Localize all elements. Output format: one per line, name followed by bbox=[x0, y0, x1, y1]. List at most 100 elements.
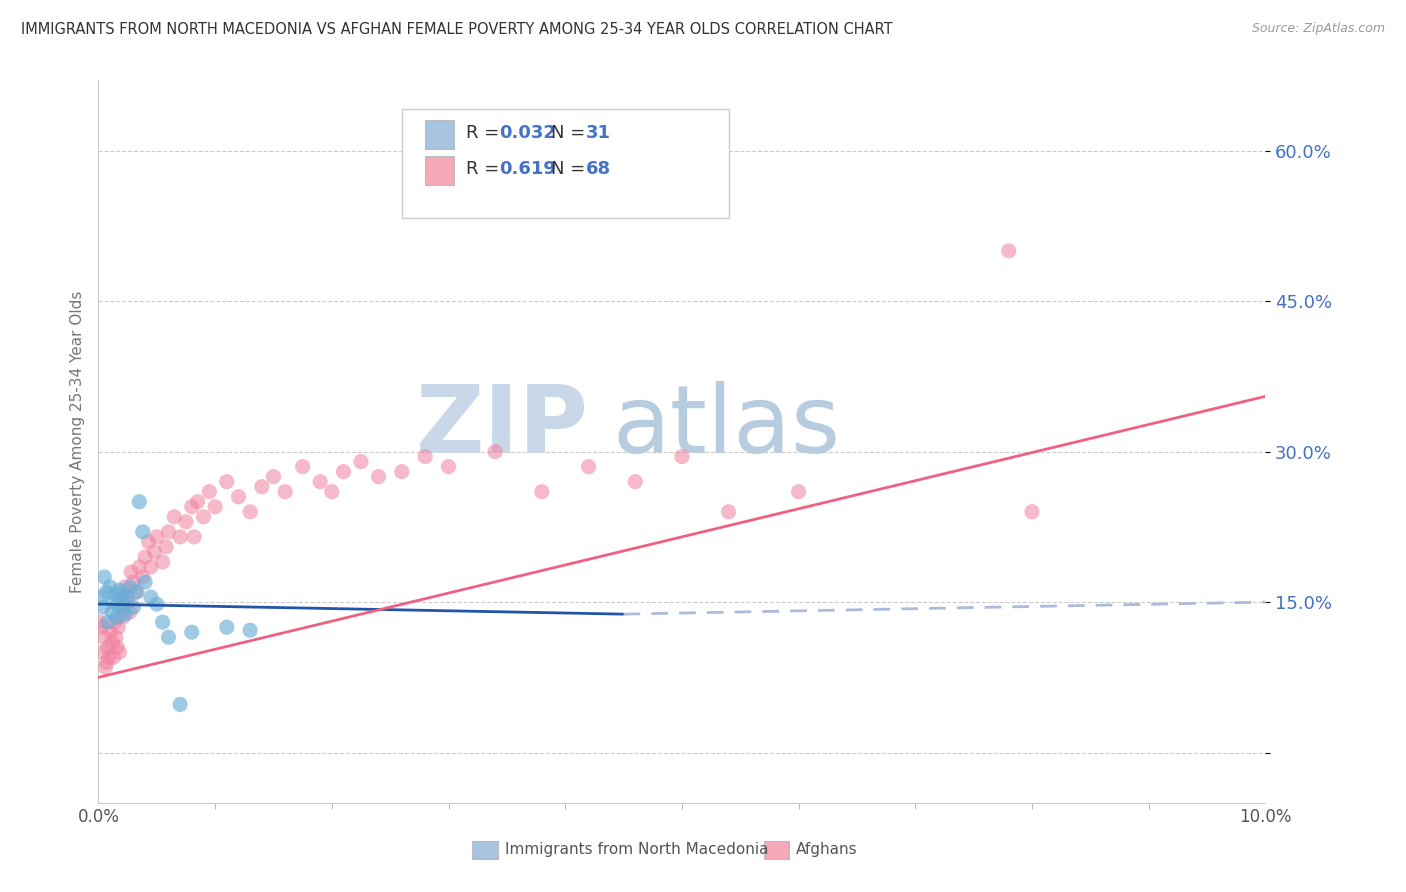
Point bbox=[111, 587, 134, 601]
Point bbox=[91, 600, 114, 615]
Point bbox=[180, 500, 202, 514]
Point bbox=[107, 620, 129, 634]
Point bbox=[180, 625, 202, 640]
Point bbox=[96, 655, 118, 669]
Text: IMMIGRANTS FROM NORTH MACEDONIA VS AFGHAN FEMALE POVERTY AMONG 25-34 YEAR OLDS C: IMMIGRANTS FROM NORTH MACEDONIA VS AFGHA… bbox=[21, 22, 893, 37]
Point bbox=[157, 524, 180, 539]
Point bbox=[107, 597, 129, 611]
Point bbox=[105, 640, 128, 655]
Point bbox=[105, 610, 128, 624]
Text: R =: R = bbox=[465, 161, 505, 178]
Point bbox=[134, 549, 156, 564]
Point bbox=[350, 455, 373, 469]
Point bbox=[163, 509, 186, 524]
Point bbox=[169, 530, 191, 544]
FancyBboxPatch shape bbox=[763, 841, 789, 859]
Point bbox=[93, 570, 115, 584]
Point bbox=[274, 484, 297, 499]
Text: 0.032: 0.032 bbox=[499, 124, 555, 142]
Point bbox=[146, 530, 169, 544]
Point bbox=[98, 625, 121, 640]
Point bbox=[139, 560, 162, 574]
Point bbox=[114, 580, 136, 594]
Point bbox=[198, 484, 221, 499]
Point bbox=[90, 620, 112, 634]
Point bbox=[146, 597, 169, 611]
Point bbox=[128, 494, 150, 508]
Point bbox=[155, 540, 177, 554]
Point bbox=[204, 500, 226, 514]
Text: 0.619: 0.619 bbox=[499, 161, 555, 178]
Text: Afghans: Afghans bbox=[796, 842, 858, 857]
Text: atlas: atlas bbox=[612, 381, 841, 473]
Point bbox=[413, 450, 436, 464]
Point bbox=[125, 585, 148, 599]
Point bbox=[117, 590, 139, 604]
Point bbox=[101, 635, 124, 649]
Point bbox=[624, 475, 647, 489]
Point bbox=[93, 630, 115, 644]
Point bbox=[94, 660, 117, 674]
Point bbox=[96, 585, 118, 599]
Point bbox=[309, 475, 332, 489]
Text: N =: N = bbox=[551, 161, 591, 178]
Point bbox=[97, 640, 120, 655]
Point bbox=[114, 607, 136, 622]
Point bbox=[97, 650, 120, 665]
Point bbox=[97, 615, 120, 630]
Point bbox=[134, 575, 156, 590]
Point bbox=[125, 585, 148, 599]
Point bbox=[215, 620, 238, 634]
FancyBboxPatch shape bbox=[472, 841, 498, 859]
Point bbox=[143, 545, 166, 559]
Point bbox=[239, 623, 262, 637]
Point bbox=[111, 593, 134, 607]
Point bbox=[671, 450, 693, 464]
Point bbox=[367, 469, 389, 483]
Text: ZIP: ZIP bbox=[416, 381, 589, 473]
Text: 68: 68 bbox=[586, 161, 612, 178]
Point bbox=[128, 560, 150, 574]
FancyBboxPatch shape bbox=[425, 120, 454, 149]
Point bbox=[239, 505, 262, 519]
Point bbox=[111, 610, 134, 624]
Point bbox=[437, 459, 460, 474]
Point bbox=[1021, 505, 1043, 519]
Point bbox=[111, 600, 134, 615]
Point bbox=[152, 555, 174, 569]
Point bbox=[187, 494, 209, 508]
Point bbox=[138, 535, 160, 549]
Point bbox=[104, 587, 127, 601]
Point bbox=[89, 615, 111, 630]
Point bbox=[183, 530, 205, 544]
Point bbox=[108, 645, 131, 659]
Point bbox=[103, 650, 125, 665]
Point bbox=[104, 630, 127, 644]
Point bbox=[118, 580, 141, 594]
Point bbox=[997, 244, 1019, 258]
FancyBboxPatch shape bbox=[402, 109, 728, 218]
Point bbox=[112, 590, 135, 604]
Y-axis label: Female Poverty Among 25-34 Year Olds: Female Poverty Among 25-34 Year Olds bbox=[69, 291, 84, 592]
Point bbox=[228, 490, 250, 504]
Text: N =: N = bbox=[551, 124, 591, 142]
Point bbox=[132, 524, 155, 539]
Point bbox=[118, 605, 141, 619]
FancyBboxPatch shape bbox=[425, 156, 454, 185]
Point bbox=[112, 600, 135, 615]
Point bbox=[193, 509, 215, 524]
Point bbox=[215, 475, 238, 489]
Point bbox=[91, 645, 114, 659]
Point bbox=[108, 583, 131, 598]
Point bbox=[152, 615, 174, 630]
Point bbox=[117, 595, 139, 609]
Point bbox=[103, 595, 125, 609]
Point bbox=[262, 469, 284, 483]
Point bbox=[787, 484, 810, 499]
Point bbox=[122, 600, 145, 615]
Text: R =: R = bbox=[465, 124, 505, 142]
Point bbox=[530, 484, 553, 499]
Point bbox=[120, 565, 142, 579]
Point bbox=[90, 590, 112, 604]
Point bbox=[132, 570, 155, 584]
